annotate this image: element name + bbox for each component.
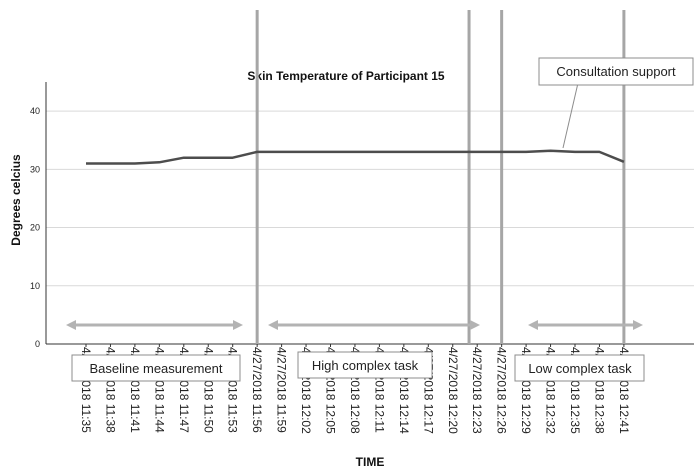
gridlines: [46, 110, 694, 287]
baseline-label: Baseline measurement: [90, 361, 223, 376]
consultation-label: Consultation support: [556, 64, 676, 79]
phase-arrow-0: [66, 320, 243, 330]
phase-arrow-1: [268, 320, 480, 330]
series-lines: [86, 149, 625, 165]
consultation-label-box: [538, 57, 694, 86]
phase-divider-lines: [255, 10, 626, 344]
chart-title: Skin Temperature of Participant 15: [247, 69, 444, 83]
y-tick-10: 10: [30, 281, 40, 291]
x-tick-16: 4/27/2018 12:23: [470, 347, 484, 434]
x-tick-7: 4/27/2018 11:56: [250, 347, 264, 433]
axes: [45, 82, 694, 345]
phase-arrows: [66, 320, 643, 330]
y-tick-labels: 0 10 20 30 40: [30, 106, 40, 349]
x-tick-15: 4/27/2018 12:20: [446, 347, 460, 434]
consultation-callout-line: [562, 82, 579, 149]
high-label: High complex task: [312, 358, 419, 373]
x-tick-17: 4/27/2018 12:26: [495, 347, 509, 434]
low-label-box: [514, 354, 645, 382]
y-tick-30: 30: [30, 164, 40, 174]
phase-arrow-2: [528, 320, 643, 330]
y-axis-title: Degrees celcius: [9, 154, 23, 246]
baseline-label-box: [71, 354, 241, 382]
phase-annotations: Baseline measurement High complex task L…: [71, 57, 694, 382]
y-tick-0: 0: [35, 339, 40, 349]
x-tick-8: 4/27/2018 11:59: [275, 347, 289, 433]
series-line-0: [86, 149, 625, 165]
high-label-box: [297, 351, 433, 379]
x-axis-title: TIME: [356, 455, 385, 469]
y-tick-40: 40: [30, 106, 40, 116]
y-tick-20: 20: [30, 223, 40, 233]
low-label: Low complex task: [528, 361, 632, 376]
